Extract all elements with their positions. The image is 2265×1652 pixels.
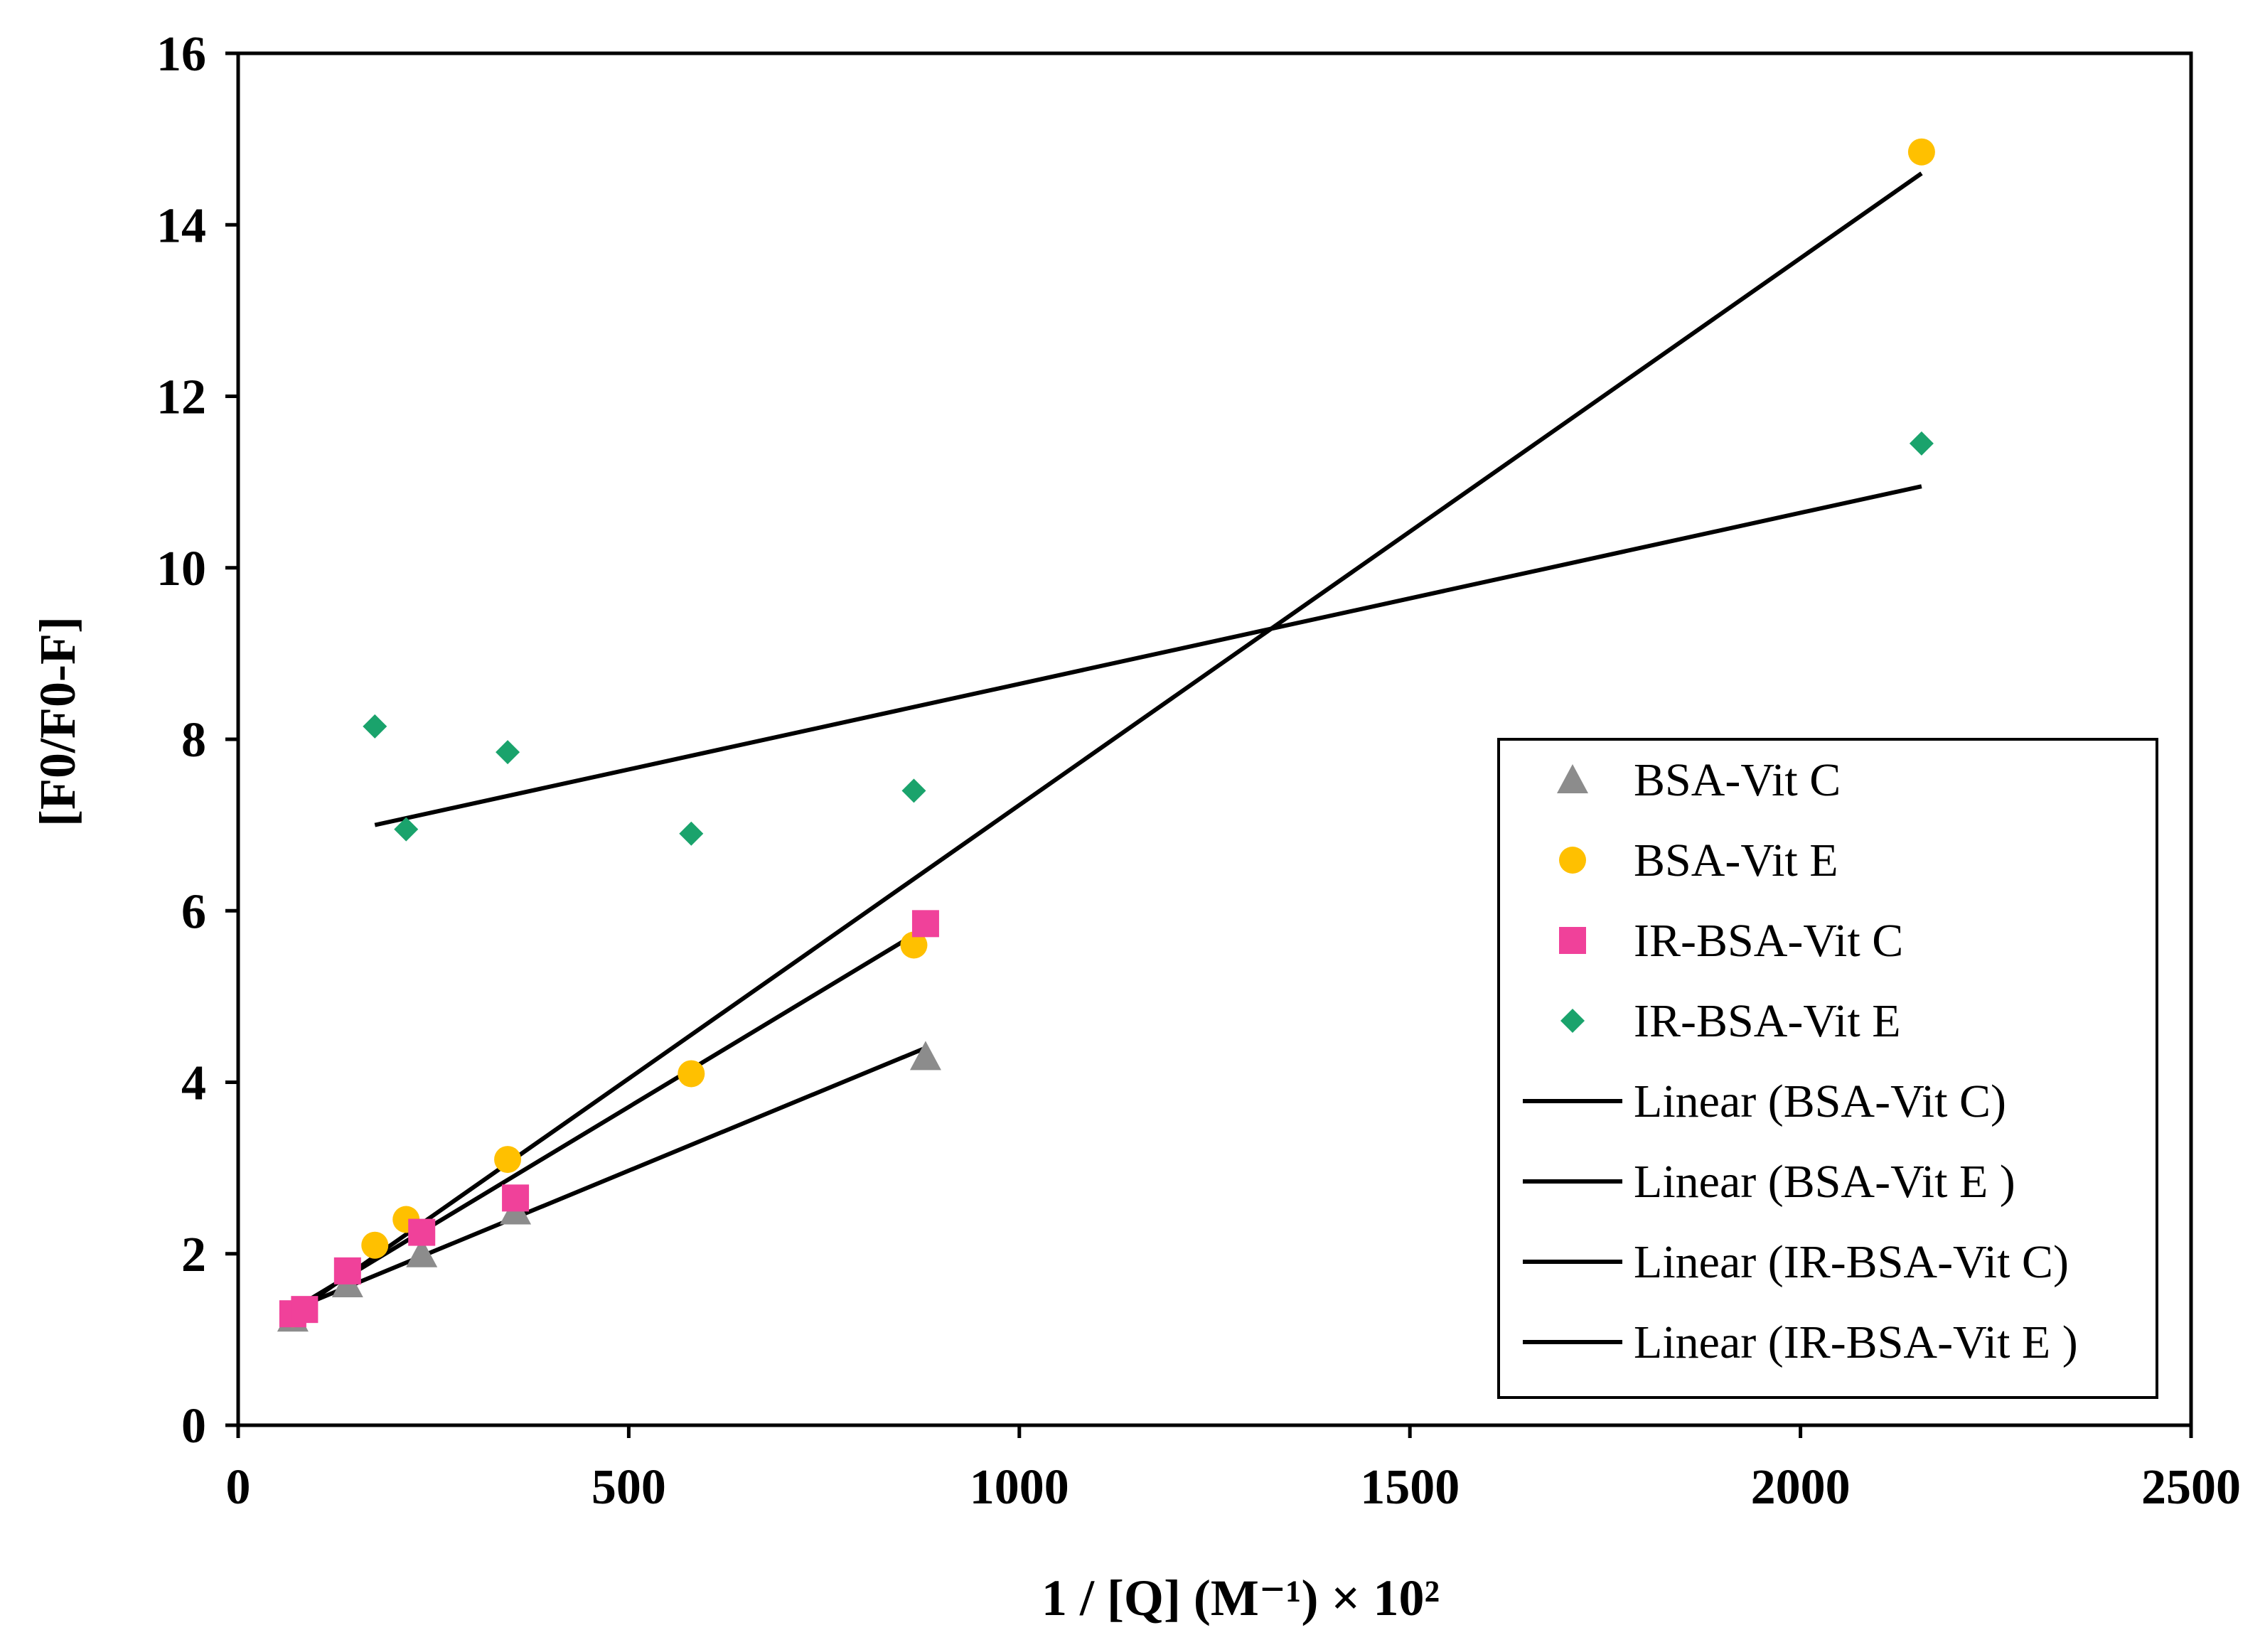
y-tick-label: 6 bbox=[181, 884, 206, 939]
y-tick-label: 14 bbox=[156, 198, 206, 253]
x-tick-label: 2000 bbox=[1751, 1460, 1851, 1515]
y-axis-title: [F0/F0-F] bbox=[29, 616, 86, 827]
x-tick-label: 2500 bbox=[2141, 1460, 2241, 1515]
legend-marker-triangle bbox=[1557, 764, 1588, 793]
legend[interactable]: BSA-Vit C BSA-Vit E IR-BSA-Vit C IR-BSA-Vit… bbox=[1497, 738, 2158, 1399]
x-tick-label: 1000 bbox=[970, 1460, 1069, 1515]
y-tick-label: 12 bbox=[156, 370, 206, 425]
legend-label: IR-BSA-Vit E bbox=[1634, 995, 1901, 1047]
trendline bbox=[291, 171, 1923, 1316]
data-point-diamond bbox=[363, 714, 387, 739]
x-axis-ticks: 0 500 1000 1500 2000 2500 bbox=[226, 1425, 2241, 1515]
x-tick-label: 0 bbox=[226, 1460, 251, 1515]
legend-label: IR-BSA-Vit C bbox=[1634, 915, 1903, 967]
y-tick-label: 2 bbox=[181, 1228, 206, 1282]
data-point-circle bbox=[1907, 138, 1935, 166]
y-tick-label: 0 bbox=[181, 1399, 206, 1454]
legend-label: Linear (BSA-Vit C) bbox=[1634, 1076, 2006, 1127]
data-point-square bbox=[291, 1296, 318, 1324]
trendline bbox=[374, 484, 1922, 827]
legend-label: Linear (IR-BSA-Vit E ) bbox=[1634, 1316, 2078, 1368]
legend-marker-square bbox=[1559, 927, 1586, 954]
data-point-circle bbox=[361, 1231, 389, 1259]
data-point-diamond bbox=[901, 778, 926, 803]
data-point-circle bbox=[900, 931, 928, 959]
data-point-diamond bbox=[679, 821, 704, 846]
legend-entries: BSA-Vit C BSA-Vit E IR-BSA-Vit C IR-BSA-Vit… bbox=[1523, 754, 2078, 1368]
trendline-layer bbox=[291, 171, 1923, 1316]
legend-label: BSA-Vit E bbox=[1634, 835, 1838, 886]
data-point-diamond bbox=[394, 817, 419, 842]
data-point-square bbox=[333, 1257, 361, 1284]
y-axis-ticks: 0 2 4 6 8 10 12 14 16 bbox=[156, 27, 238, 1454]
legend-label: BSA-Vit C bbox=[1634, 754, 1841, 806]
legend-frame bbox=[1497, 738, 2158, 1399]
data-point-circle bbox=[678, 1060, 705, 1088]
data-marker-layer bbox=[277, 138, 1935, 1332]
trendline bbox=[291, 1046, 927, 1312]
x-tick-label: 1500 bbox=[1360, 1460, 1460, 1515]
y-tick-label: 10 bbox=[156, 542, 206, 596]
data-point-square bbox=[502, 1184, 530, 1212]
legend-marker-circle bbox=[1559, 847, 1586, 874]
data-point-diamond bbox=[1909, 431, 1934, 456]
x-axis-title: 1 / [Q] (M⁻¹) × 10² bbox=[1042, 1570, 1440, 1626]
legend-marker-diamond bbox=[1560, 1009, 1585, 1033]
legend-label: Linear (IR-BSA-Vit C) bbox=[1634, 1236, 2069, 1288]
trendline bbox=[291, 926, 927, 1312]
data-point-diamond bbox=[496, 740, 520, 765]
data-point-triangle bbox=[406, 1238, 438, 1267]
data-point-circle bbox=[494, 1146, 522, 1174]
y-tick-label: 4 bbox=[181, 1056, 206, 1111]
data-point-triangle bbox=[909, 1041, 941, 1071]
data-point-square bbox=[408, 1218, 436, 1246]
data-point-square bbox=[911, 910, 939, 938]
legend-label: Linear (BSA-Vit E ) bbox=[1634, 1156, 2015, 1208]
y-tick-label: 16 bbox=[156, 27, 206, 82]
x-tick-label: 500 bbox=[591, 1460, 666, 1515]
y-tick-label: 8 bbox=[181, 713, 206, 768]
